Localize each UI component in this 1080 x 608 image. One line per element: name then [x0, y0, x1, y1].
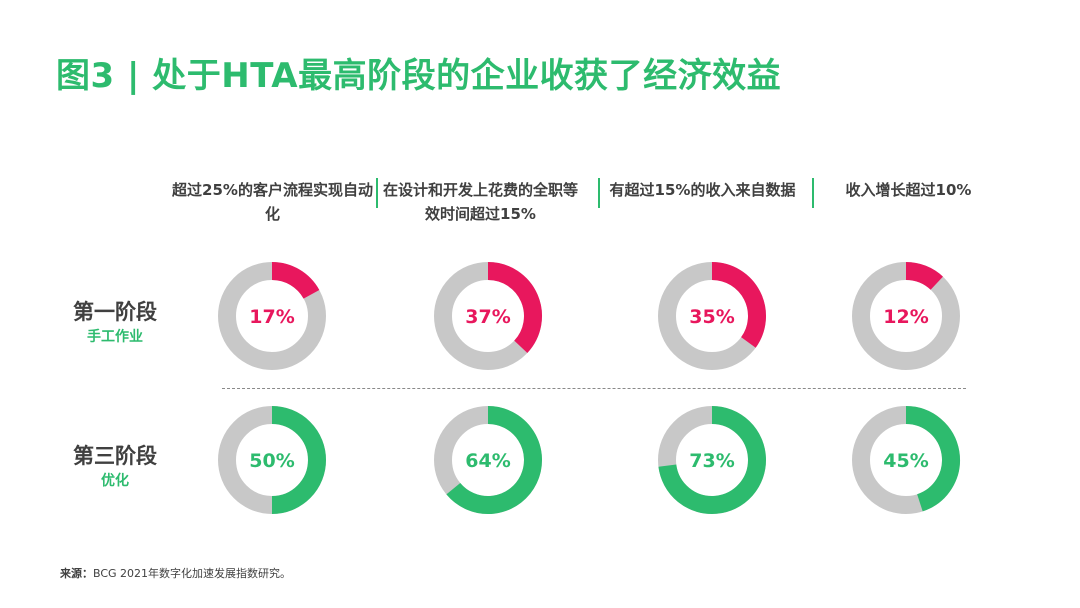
- donut-row2-col4: 45%: [852, 406, 960, 514]
- row-divider: [222, 388, 966, 389]
- donut-row1-col3: 35%: [658, 262, 766, 370]
- source-note: 来源：BCG 2021年数字化加速发展指数研究。: [60, 565, 291, 581]
- row-label-main: 第一阶段: [73, 300, 157, 324]
- donut-row2-col2: 64%: [434, 406, 542, 514]
- column-separator: [598, 178, 600, 208]
- donut-value-label: 35%: [689, 306, 734, 328]
- donut-value-arc: [711, 262, 766, 348]
- donut-value-label: 73%: [689, 450, 734, 472]
- donut-value-arc: [487, 262, 542, 353]
- page-title: 图3 | 处于HTA最高阶段的企业收获了经济效益: [56, 56, 782, 96]
- donut-value-label: 64%: [465, 450, 510, 472]
- donut-value-arc: [905, 262, 943, 291]
- row-label-stage-3: 第三阶段 优化: [60, 442, 170, 492]
- row-label-stage-1: 第一阶段 手工作业: [60, 298, 170, 348]
- column-header-2: 在设计和开发上花费的全职等效时间超过15%: [382, 181, 578, 223]
- donut-value-arc: [271, 406, 326, 514]
- donut-value-arc: [658, 406, 766, 514]
- donut-value-label: 37%: [465, 306, 510, 328]
- donut-value-label: 12%: [883, 306, 928, 328]
- row-label-main: 第三阶段: [73, 444, 157, 468]
- donut-value-label: 50%: [249, 450, 294, 472]
- donut-row2-col3: 73%: [658, 406, 766, 514]
- column-header-3: 有超过15%的收入来自数据: [609, 181, 796, 199]
- donut-row1-col2: 37%: [434, 262, 542, 370]
- column-header-1: 超过25%的客户流程实现自动化: [172, 181, 373, 223]
- source-label: 来源：: [60, 567, 93, 580]
- source-text: BCG 2021年数字化加速发展指数研究。: [93, 567, 292, 580]
- row-label-sub: 优化: [101, 473, 129, 489]
- donut-row1-col1: 17%: [218, 262, 326, 370]
- column-separator: [376, 178, 378, 208]
- donut-value-label: 45%: [883, 450, 928, 472]
- donut-value-arc: [905, 406, 960, 512]
- column-header-4: 收入增长超过10%: [845, 181, 972, 199]
- donut-value-label: 17%: [249, 306, 294, 328]
- donut-value-arc: [446, 406, 542, 514]
- donut-value-arc: [271, 262, 320, 300]
- donut-row1-col4: 12%: [852, 262, 960, 370]
- donut-row2-col1: 50%: [218, 406, 326, 514]
- column-separator: [812, 178, 814, 208]
- row-label-sub: 手工作业: [87, 329, 143, 345]
